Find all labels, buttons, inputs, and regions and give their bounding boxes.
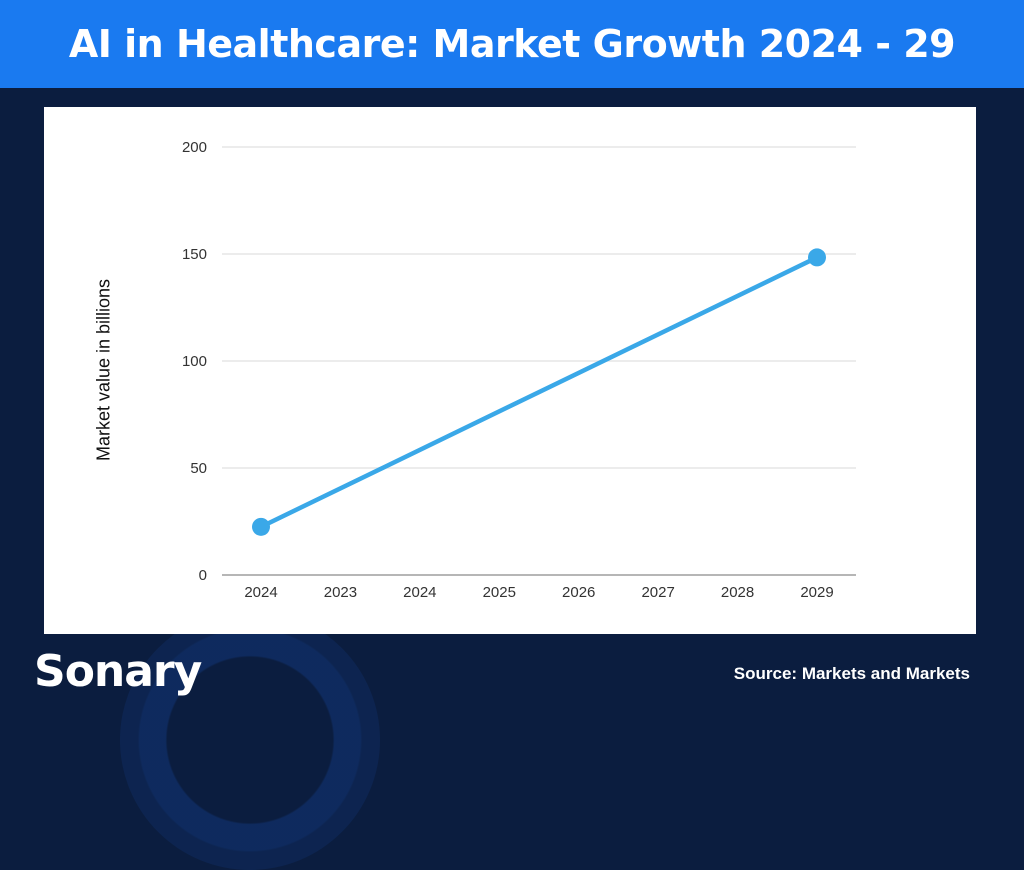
y-tick-label: 200 (182, 139, 207, 156)
line-chart: 0 50 100 150 200 2024 2023 2024 2025 2026 2027 2028… (182, 139, 856, 601)
title-banner: AI in Healthcare: Market Growth 2024 - 2… (0, 0, 1024, 88)
x-tick-label: 2029 (800, 584, 833, 601)
y-tick-label: 150 (182, 246, 207, 263)
x-tick-label: 2025 (483, 584, 516, 601)
y-tick-label: 50 (190, 460, 207, 477)
x-tick-label: 2028 (721, 584, 754, 601)
data-point (808, 248, 826, 267)
x-tick-label: 2024 (244, 584, 277, 601)
x-tick-label: 2026 (562, 584, 595, 601)
y-axis-label: Market value in billions (93, 278, 114, 462)
y-tick-label: 0 (199, 567, 207, 584)
x-tick-label: 2027 (641, 584, 674, 601)
series-line (258, 255, 820, 530)
data-point (252, 517, 270, 536)
page-title: AI in Healthcare: Market Growth 2024 - 2… (68, 22, 956, 66)
source-note: Source: Markets and Markets (733, 664, 970, 683)
y-tick-label: 100 (182, 353, 207, 370)
x-tick-label: 2024 (403, 584, 436, 601)
x-tick-label: 2023 (324, 584, 357, 601)
chart-panel (44, 107, 976, 634)
brand-logo: Sonary (34, 646, 202, 697)
